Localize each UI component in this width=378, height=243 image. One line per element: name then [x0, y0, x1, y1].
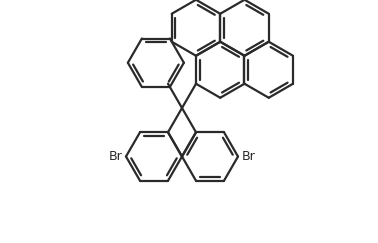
Text: Br: Br [242, 150, 256, 163]
Text: Br: Br [108, 150, 122, 163]
